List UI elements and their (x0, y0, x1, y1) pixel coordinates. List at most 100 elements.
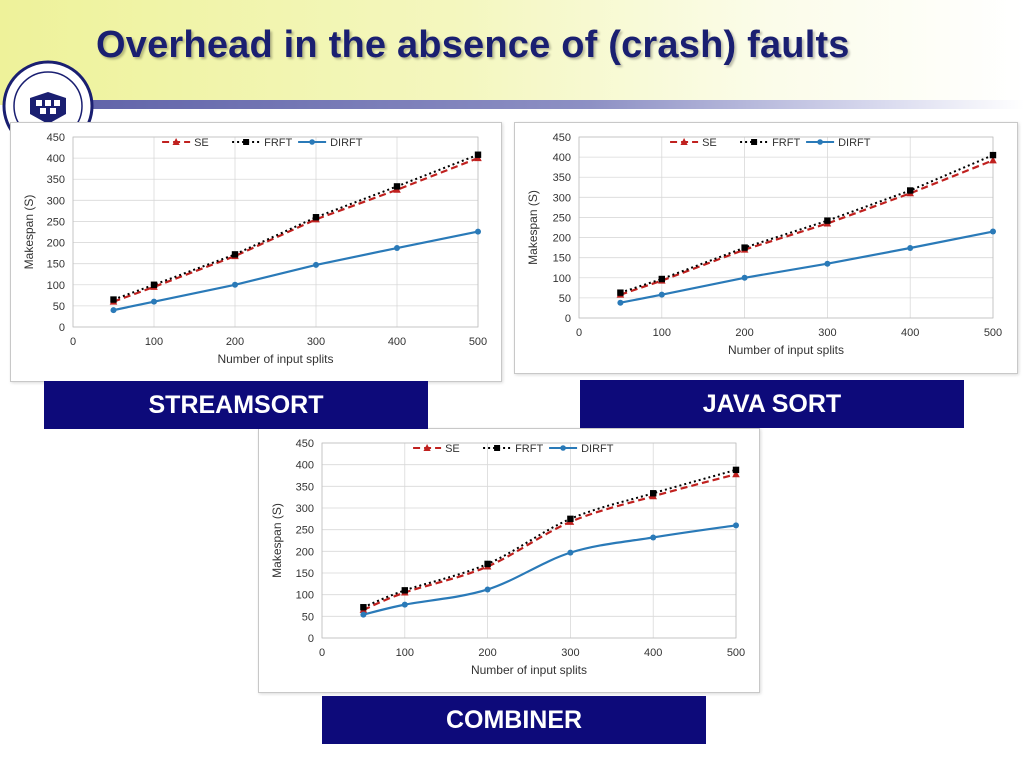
caption-combiner: COMBINER (322, 696, 706, 744)
data-point-frft (360, 604, 367, 611)
data-point-dirft (484, 586, 491, 593)
series-line-frft (113, 153, 479, 301)
data-point-frft (110, 296, 117, 303)
y-tick-label: 250 (553, 212, 571, 224)
series-line-dirft (620, 230, 994, 304)
legend-marker (560, 445, 566, 451)
legend-label-frft: FRFT (264, 137, 292, 149)
data-point-dirft (617, 299, 624, 306)
legend-label-se: SE (702, 137, 717, 149)
y-tick-label: 300 (47, 195, 65, 207)
data-point-frft (393, 183, 401, 190)
legend-label-se: SE (445, 443, 460, 455)
caption-javasort: JAVA SORT (580, 380, 964, 428)
series-line-frft (363, 468, 737, 609)
x-tick-label: 0 (576, 327, 582, 339)
x-tick-label: 300 (307, 336, 325, 348)
legend-marker (680, 138, 688, 145)
y-axis-label: Makespan (S) (526, 190, 540, 265)
legend-label-dirft: DIRFT (330, 137, 363, 149)
legend-label-se: SE (194, 137, 209, 149)
data-point-dirft (394, 245, 400, 252)
series-line-se (362, 473, 737, 611)
data-point-frft (658, 275, 665, 283)
chart-streamsort: 0 50 100 150 200 250 300 350 400 450 0 100 200 300 400… (22, 132, 487, 366)
x-tick-label: 400 (644, 647, 662, 659)
data-point-dirft (741, 274, 748, 281)
x-axis-label: Number of input splits (217, 352, 333, 366)
x-tick-label: 100 (145, 336, 163, 348)
legend-marker (423, 444, 431, 451)
y-tick-label: 450 (296, 438, 314, 450)
legend-marker (494, 445, 501, 451)
y-tick-label: 400 (296, 460, 314, 472)
data-point-dirft (824, 260, 831, 267)
data-point-frft (474, 151, 482, 158)
y-tick-label: 350 (553, 172, 571, 184)
legend-marker (172, 138, 180, 145)
data-point-dirft (360, 611, 367, 618)
y-tick-label: 50 (53, 301, 65, 313)
data-point-frft (567, 515, 574, 523)
legend-label-dirft: DIRFT (838, 137, 871, 149)
y-tick-label: 0 (59, 322, 65, 334)
x-axis-label: Number of input splits (728, 343, 844, 357)
y-tick-label: 100 (296, 590, 314, 602)
chart-javasort: 0 50 100 150 200 250 300 350 400 450 0 100 200 300 400… (526, 132, 1002, 357)
x-tick-label: 400 (388, 336, 406, 348)
series-line-dirft (113, 230, 479, 312)
y-tick-label: 150 (553, 253, 571, 265)
y-tick-label: 150 (296, 568, 314, 580)
plot-area (321, 442, 737, 639)
x-tick-label: 0 (319, 647, 325, 659)
chart-panel-javasort: 0 50 100 150 200 250 300 350 400 450 0 100 200 300 400… (514, 122, 1018, 374)
x-tick-label: 100 (396, 647, 414, 659)
y-tick-label: 200 (553, 233, 571, 245)
data-point-dirft (658, 291, 665, 298)
data-point-frft (732, 466, 740, 474)
data-point-dirft (475, 228, 481, 235)
x-tick-label: 200 (226, 336, 244, 348)
title-underline (60, 100, 1024, 109)
data-point-frft (650, 490, 657, 497)
data-point-frft (312, 214, 320, 221)
legend-label-dirft: DIRFT (581, 443, 614, 455)
y-tick-label: 150 (47, 259, 65, 271)
y-tick-label: 350 (296, 481, 314, 493)
series-line-frft (620, 154, 994, 294)
data-point-dirft (907, 245, 914, 252)
data-point-frft (907, 187, 914, 194)
legend-marker (243, 139, 250, 145)
title-band (0, 0, 1024, 105)
data-point-dirft (313, 261, 319, 268)
y-tick-label: 300 (296, 503, 314, 515)
data-point-frft (231, 251, 239, 258)
x-tick-label: 400 (901, 327, 919, 339)
data-point-frft (150, 281, 158, 288)
data-point-frft (401, 587, 408, 594)
legend-marker (309, 139, 315, 145)
data-point-se (989, 156, 997, 164)
y-tick-label: 100 (47, 280, 65, 292)
x-tick-label: 0 (70, 336, 76, 348)
x-tick-label: 200 (478, 647, 496, 659)
plot-area (578, 136, 994, 319)
x-axis-label: Number of input splits (471, 663, 587, 677)
y-axis-label: Makespan (S) (22, 195, 36, 270)
y-tick-label: 50 (302, 611, 314, 623)
chart-combiner: 0 50 100 150 200 250 300 350 400 450 0 100 200 300 400… (270, 438, 745, 677)
legend-marker (817, 139, 823, 145)
data-point-se (732, 470, 740, 478)
data-point-dirft (733, 522, 739, 529)
y-tick-label: 250 (47, 216, 65, 228)
x-tick-label: 300 (561, 647, 579, 659)
chart-panel-combiner: 0 50 100 150 200 250 300 350 400 450 0 100 200 300 400… (258, 428, 760, 693)
data-point-dirft (650, 534, 657, 541)
y-tick-label: 100 (553, 273, 571, 285)
y-tick-label: 350 (47, 174, 65, 186)
y-tick-label: 50 (559, 293, 571, 305)
y-tick-label: 250 (296, 525, 314, 537)
plot-area (72, 136, 479, 328)
data-point-dirft (151, 298, 157, 305)
y-tick-label: 300 (553, 192, 571, 204)
